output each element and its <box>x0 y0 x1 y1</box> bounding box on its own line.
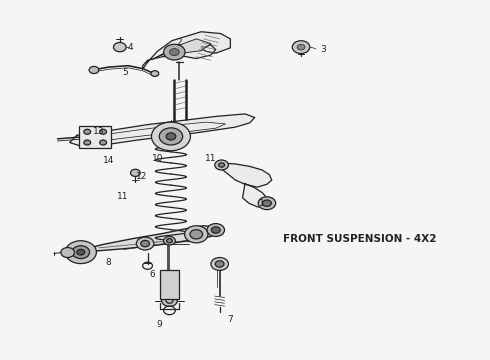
Circle shape <box>211 227 220 233</box>
Circle shape <box>258 197 276 210</box>
Circle shape <box>185 226 208 243</box>
Text: 3: 3 <box>320 45 326 54</box>
Text: FRONT SUSPENSION - 4X2: FRONT SUSPENSION - 4X2 <box>283 234 436 244</box>
Text: 4: 4 <box>128 43 133 52</box>
Circle shape <box>170 49 179 56</box>
Circle shape <box>151 71 159 76</box>
Circle shape <box>99 129 106 134</box>
Circle shape <box>166 133 176 140</box>
Circle shape <box>215 160 228 170</box>
Circle shape <box>219 163 224 167</box>
Circle shape <box>84 140 91 145</box>
Text: 11: 11 <box>117 192 128 201</box>
Circle shape <box>136 237 154 250</box>
Text: 12: 12 <box>136 172 147 181</box>
Circle shape <box>141 240 149 247</box>
Circle shape <box>207 224 224 237</box>
Polygon shape <box>143 32 230 69</box>
Circle shape <box>292 41 310 54</box>
Circle shape <box>164 237 175 245</box>
Polygon shape <box>152 39 211 59</box>
Polygon shape <box>218 163 272 187</box>
Text: 13: 13 <box>93 127 104 136</box>
Circle shape <box>211 257 228 270</box>
Circle shape <box>130 169 140 176</box>
Circle shape <box>99 140 106 145</box>
Circle shape <box>297 44 305 50</box>
Text: 1: 1 <box>259 199 265 208</box>
Circle shape <box>77 249 85 255</box>
FancyBboxPatch shape <box>79 126 111 148</box>
Text: 5: 5 <box>123 68 128 77</box>
Circle shape <box>151 122 191 151</box>
Circle shape <box>159 128 183 145</box>
Polygon shape <box>243 184 269 208</box>
Text: 7: 7 <box>227 315 233 324</box>
Circle shape <box>89 66 99 73</box>
Text: 14: 14 <box>103 156 114 165</box>
Circle shape <box>72 246 90 258</box>
Text: 2: 2 <box>176 38 182 47</box>
Circle shape <box>84 129 91 134</box>
Text: 6: 6 <box>149 270 155 279</box>
Text: 8: 8 <box>106 258 111 267</box>
Text: 10: 10 <box>151 154 163 163</box>
Polygon shape <box>74 226 218 253</box>
Polygon shape <box>70 114 255 147</box>
Text: 9: 9 <box>157 320 163 329</box>
FancyBboxPatch shape <box>160 270 179 298</box>
Circle shape <box>190 230 202 239</box>
Text: 11: 11 <box>205 154 217 163</box>
Circle shape <box>164 44 185 60</box>
Circle shape <box>61 248 74 257</box>
Circle shape <box>162 295 177 306</box>
Circle shape <box>114 42 126 52</box>
Circle shape <box>65 241 97 264</box>
Circle shape <box>263 200 271 206</box>
Circle shape <box>215 261 224 267</box>
Circle shape <box>167 239 172 243</box>
